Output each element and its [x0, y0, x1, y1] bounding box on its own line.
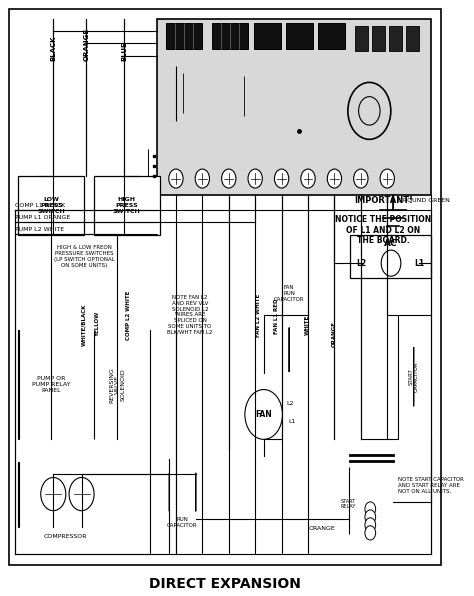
Text: GROUND GREEN: GROUND GREEN — [398, 198, 449, 203]
Text: COMP L2 WHITE: COMP L2 WHITE — [127, 291, 131, 340]
Circle shape — [365, 502, 376, 516]
Circle shape — [222, 169, 236, 188]
Text: FAN L1 RED: FAN L1 RED — [274, 298, 279, 334]
Circle shape — [69, 477, 94, 511]
Bar — [212, 23, 247, 49]
Text: START
CAPACITOR: START CAPACITOR — [408, 361, 419, 392]
Circle shape — [381, 250, 401, 276]
Text: L2: L2 — [286, 401, 294, 406]
Text: RUN
CAPACITOR: RUN CAPACITOR — [167, 517, 198, 528]
Text: NOTE FAN L2
AND REV VLV
SOLENOID L2
WIRES ARE
SPLICED ON
SOME UNITS TO
BLK/WHT F: NOTE FAN L2 AND REV VLV SOLENOID L2 WIRE… — [167, 295, 213, 335]
Text: DIRECT EXPANSION: DIRECT EXPANSION — [149, 577, 301, 591]
Text: PUMP L2 WHITE: PUMP L2 WHITE — [15, 227, 64, 232]
Circle shape — [365, 518, 376, 532]
Text: FAN L2 WHITE: FAN L2 WHITE — [256, 294, 261, 337]
Bar — [157, 19, 431, 195]
Bar — [94, 176, 160, 235]
Text: HIGH
PRESS
SWITCH: HIGH PRESS SWITCH — [113, 197, 141, 214]
Bar — [254, 23, 281, 49]
Text: WHITE/BLACK: WHITE/BLACK — [82, 303, 87, 346]
Text: L1: L1 — [414, 259, 424, 268]
Text: START
RELAY: START RELAY — [341, 499, 356, 510]
Text: HIGH & LOW FREON
PRESSURE SWITCHES
(LP SWITCH OPTIONAL
ON SOME UNITS): HIGH & LOW FREON PRESSURE SWITCHES (LP S… — [54, 245, 115, 268]
Text: LOW
PRESS
SWITCH: LOW PRESS SWITCH — [37, 197, 65, 214]
Text: FAN: FAN — [255, 410, 272, 419]
Text: BLACK: BLACK — [50, 36, 56, 61]
Text: IMPORTANT!: IMPORTANT! — [354, 197, 413, 206]
Circle shape — [327, 169, 342, 188]
Text: NOTICE THE POSITION
OF L1 AND L2 ON
THE BOARD.: NOTICE THE POSITION OF L1 AND L2 ON THE … — [336, 215, 432, 245]
Bar — [166, 23, 202, 49]
Bar — [286, 23, 313, 49]
Circle shape — [274, 169, 289, 188]
Bar — [372, 26, 385, 51]
Circle shape — [365, 526, 376, 540]
Text: YELLOW: YELLOW — [95, 312, 100, 337]
Text: FAN
RUN
CAPACITOR: FAN RUN CAPACITOR — [274, 285, 304, 302]
Circle shape — [301, 169, 315, 188]
Circle shape — [169, 169, 183, 188]
Text: ORANGE: ORANGE — [309, 526, 336, 532]
Bar — [319, 23, 345, 49]
Circle shape — [359, 97, 380, 125]
Text: NOTE START CAPACITOR
AND START RELAY ARE
NOT ON ALL UNITS.: NOTE START CAPACITOR AND START RELAY ARE… — [398, 477, 464, 493]
Circle shape — [248, 169, 262, 188]
Circle shape — [245, 390, 283, 439]
Circle shape — [380, 169, 394, 188]
Bar — [406, 26, 419, 51]
Text: PUMP OR
PUMP RELAY
PANEL: PUMP OR PUMP RELAY PANEL — [32, 376, 71, 393]
Bar — [355, 26, 368, 51]
Text: L2: L2 — [357, 259, 367, 268]
Bar — [350, 235, 431, 278]
Text: L1: L1 — [288, 419, 296, 424]
Text: PUMP L1 ORANGE: PUMP L1 ORANGE — [15, 215, 70, 220]
Circle shape — [348, 82, 391, 139]
Text: COMP L1 BLACK: COMP L1 BLACK — [15, 203, 65, 208]
Circle shape — [195, 169, 210, 188]
Text: REVERSING
VALVE
SOLENOID: REVERSING VALVE SOLENOID — [109, 367, 126, 402]
Text: ORANGE: ORANGE — [83, 28, 89, 61]
Circle shape — [354, 169, 368, 188]
Bar — [389, 26, 402, 51]
Circle shape — [41, 477, 66, 511]
Text: AC: AC — [384, 239, 397, 248]
Text: COMPRESSOR: COMPRESSOR — [44, 534, 87, 539]
Bar — [18, 176, 84, 235]
Text: ORANGE: ORANGE — [332, 321, 337, 347]
Text: BLUE: BLUE — [121, 41, 127, 61]
Text: WHITE: WHITE — [305, 315, 310, 335]
Circle shape — [365, 510, 376, 524]
